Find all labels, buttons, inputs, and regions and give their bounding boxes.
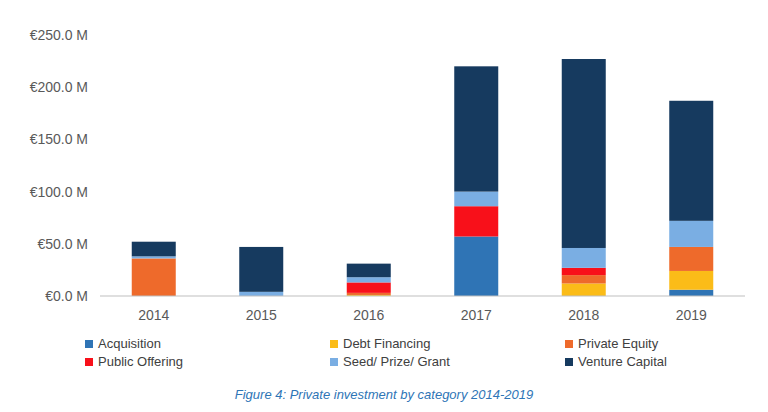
bar-segment: [454, 66, 498, 191]
y-tick-label: €150.0 M: [30, 131, 88, 147]
x-tick-label: 2015: [246, 307, 277, 323]
legend-swatch: [565, 340, 573, 348]
bar-segment: [669, 247, 713, 271]
legend-label: Private Equity: [578, 336, 659, 351]
bar-segment: [454, 206, 498, 236]
bar-segment: [239, 292, 283, 296]
x-tick-label: 2017: [461, 307, 492, 323]
y-tick-label: €0.0 M: [45, 288, 88, 304]
bar-segment: [239, 247, 283, 292]
bar-segment: [132, 258, 176, 296]
x-tick-label: 2019: [676, 307, 707, 323]
bars: [132, 59, 714, 296]
chart: €0.0 M €50.0 M €100.0 M €150.0 M €200.0 M €25…: [0, 0, 768, 412]
bar-segment: [454, 236, 498, 296]
bar-segment: [562, 275, 606, 283]
bar-segment: [669, 271, 713, 290]
legend-label: Seed/ Prize/ Grant: [343, 354, 450, 369]
bar-segment: [562, 248, 606, 268]
bar-segment: [132, 256, 176, 258]
y-tick-label: €100.0 M: [30, 184, 88, 200]
bar-segment: [347, 277, 391, 282]
caption: Figure 4: Private investment by category…: [235, 387, 533, 402]
bar-segment: [562, 59, 606, 248]
bar-segment: [347, 264, 391, 278]
legend-label: Public Offering: [98, 354, 183, 369]
legend-label: Venture Capital: [578, 354, 667, 369]
bar-segment: [347, 282, 391, 292]
x-tick-label: 2018: [568, 307, 599, 323]
bar-segment: [562, 283, 606, 296]
y-tick-label: €200.0 M: [30, 79, 88, 95]
legend-swatch: [330, 358, 338, 366]
legend-label: Acquisition: [98, 336, 161, 351]
bar-segment: [562, 268, 606, 275]
legend-swatch: [85, 358, 93, 366]
bar-segment: [132, 242, 176, 257]
legend-swatch: [330, 340, 338, 348]
legend-swatch: [85, 340, 93, 348]
bar-segment: [669, 101, 713, 221]
y-tick-label: €250.0 M: [30, 27, 88, 43]
y-tick-label: €50.0 M: [37, 236, 88, 252]
bar-segment: [669, 221, 713, 247]
bar-segment: [669, 290, 713, 296]
x-axis-line: [100, 296, 745, 297]
legend-swatch: [565, 358, 573, 366]
x-tick-label: 2014: [138, 307, 169, 323]
x-tick-label: 2016: [353, 307, 384, 323]
bar-segment: [347, 293, 391, 295]
legend-label: Debt Financing: [343, 336, 430, 351]
bar-segment: [454, 192, 498, 207]
